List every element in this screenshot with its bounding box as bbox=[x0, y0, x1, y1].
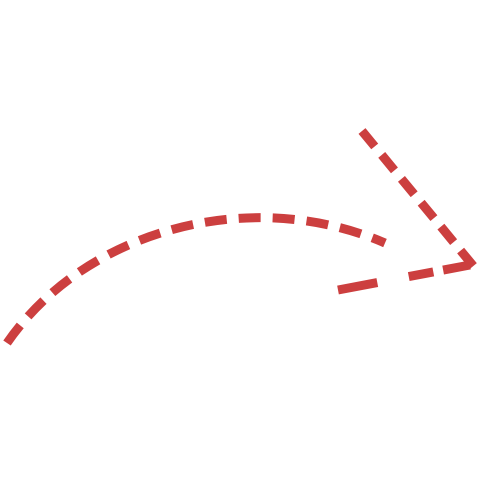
arrow-head-lower bbox=[337, 260, 471, 295]
arrow-shaft bbox=[3, 213, 387, 346]
arrow-head-upper bbox=[358, 128, 479, 271]
